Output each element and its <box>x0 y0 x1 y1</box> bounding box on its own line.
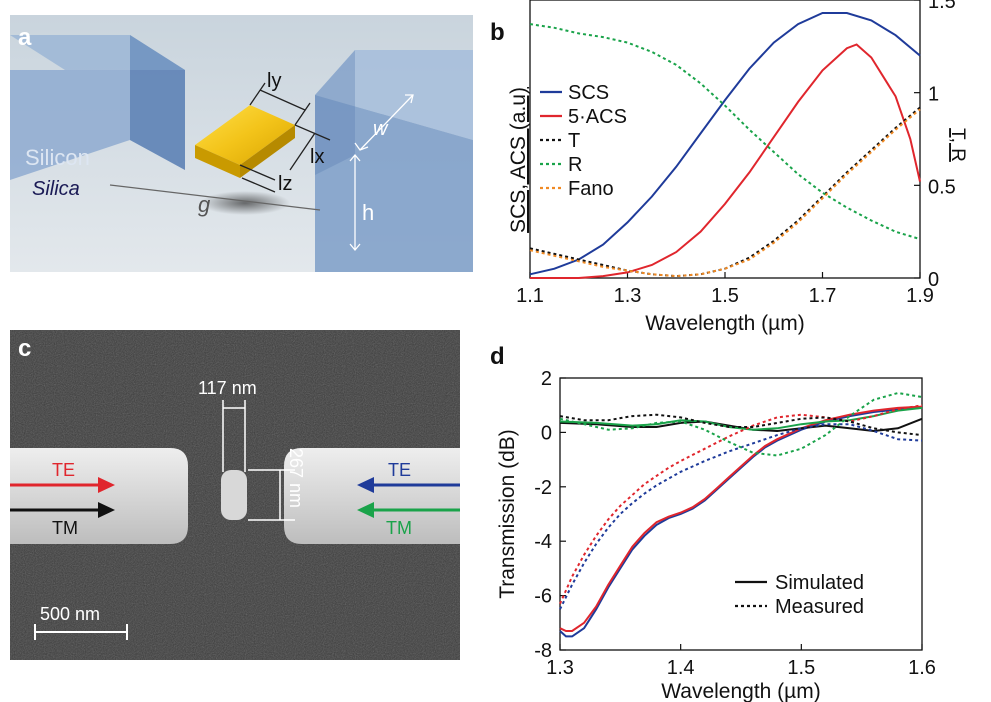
dimension-lines <box>109 82 331 211</box>
plot-frame <box>529 0 921 279</box>
te-right-arrow <box>357 477 460 493</box>
tm-left-label: TM <box>52 518 78 538</box>
tm-left-arrow <box>10 502 115 518</box>
series-line-6 <box>559 413 923 437</box>
tm-right-arrow <box>357 502 460 518</box>
y-tick-label-right: 1 <box>928 84 939 106</box>
chart-d: d 1.3 1.4 1.5 1.6 2 0 -2 -4 -6 -8 SimulatedMeasure… <box>490 343 936 702</box>
dimension-markers <box>222 400 295 521</box>
x-tick-label: 1.4 <box>667 657 695 679</box>
right-silicon-waveguide <box>315 50 473 272</box>
y-axis-label-left: SCS, ACS (a.u) <box>507 87 530 233</box>
panel-c-letter: c <box>18 335 31 362</box>
waveguide-dimension-arrows <box>349 94 414 252</box>
panel-b-letter: b <box>490 19 505 46</box>
series-line-7 <box>559 391 923 457</box>
gap-length-label: 267 nm <box>286 448 306 508</box>
x-tick-label: 1.9 <box>906 285 934 307</box>
y-axis-label-right: T, R <box>947 128 968 162</box>
legend-label: Measured <box>775 596 864 618</box>
x-axis-label: Wavelength (µm) <box>645 312 805 335</box>
te-right-label: TE <box>388 460 411 480</box>
y-tick-label-right: 1.5 <box>928 0 956 13</box>
legend-label: T <box>568 130 580 152</box>
gap-width-label: 117 nm <box>198 378 257 398</box>
series-line-1 <box>559 405 923 632</box>
y-tick-label-right: 0 <box>928 269 939 291</box>
right-waveguide <box>284 448 460 544</box>
te-left-label: TE <box>52 460 75 480</box>
panel-a-letter: a <box>18 24 32 51</box>
x-tick-label: 1.7 <box>809 285 837 307</box>
g-label: g <box>198 192 211 217</box>
w-label: w <box>373 118 389 140</box>
y-tick-label: -6 <box>534 586 552 608</box>
y-axis-label: Transmission (dB) <box>496 429 519 599</box>
legend-label: 5·ACS <box>568 106 627 128</box>
x-tick-label: 1.5 <box>711 285 739 307</box>
left-silicon-waveguide <box>10 35 185 180</box>
series-line-fano <box>529 108 921 278</box>
y-tick-label: -2 <box>534 477 552 499</box>
tm-right-label: TM <box>386 518 412 538</box>
scalebar-label: 500 nm <box>40 604 100 624</box>
series-line-scs <box>529 12 921 276</box>
y-tick-label: 0 <box>541 422 552 444</box>
legend-label: SCS <box>568 82 609 104</box>
h-label: h <box>362 200 374 225</box>
plot-frame <box>559 377 923 651</box>
legend-label: Simulated <box>775 572 864 594</box>
left-waveguide <box>10 448 188 544</box>
ly-label: ly <box>267 70 281 92</box>
lx-label: lx <box>310 146 324 168</box>
x-tick-label: 1.3 <box>614 285 642 307</box>
series-line-r <box>529 23 921 241</box>
silicon-label: Silicon <box>25 145 90 170</box>
series-line-5acs <box>530 43 921 279</box>
sem-image-panel: 117 nm 267 nm TE TM TE TM 500 nm c <box>10 330 460 660</box>
legend-label: Fano <box>568 178 614 200</box>
y-tick-label: -8 <box>534 640 552 662</box>
x-tick-label: 1.3 <box>546 657 574 679</box>
schematic-panel: ly lx lz w h g Silicon Silica a <box>10 15 473 272</box>
te-left-arrow <box>10 477 115 493</box>
scalebar <box>34 624 128 640</box>
series-line-4 <box>559 423 923 610</box>
x-tick-label: 1.5 <box>787 657 815 679</box>
silica-label: Silica <box>32 178 80 200</box>
y-tick-label: -4 <box>534 531 552 553</box>
panel-d-letter: d <box>490 343 505 370</box>
x-axis-label: Wavelength (µm) <box>661 680 821 702</box>
nanoantenna <box>221 470 247 520</box>
x-tick-label: 1.1 <box>516 285 544 307</box>
x-tick-label: 1.6 <box>908 657 936 679</box>
lz-label: lz <box>278 173 292 195</box>
y-tick-label: 2 <box>541 368 552 390</box>
legend-label: R <box>568 154 582 176</box>
chart-b: b 1.1 1.3 1.5 1.7 1.900.511.5SCS5·ACSTRFano … <box>490 0 968 335</box>
y-tick-label-right: 0.5 <box>928 176 956 198</box>
gold-nanoantenna <box>195 105 295 215</box>
